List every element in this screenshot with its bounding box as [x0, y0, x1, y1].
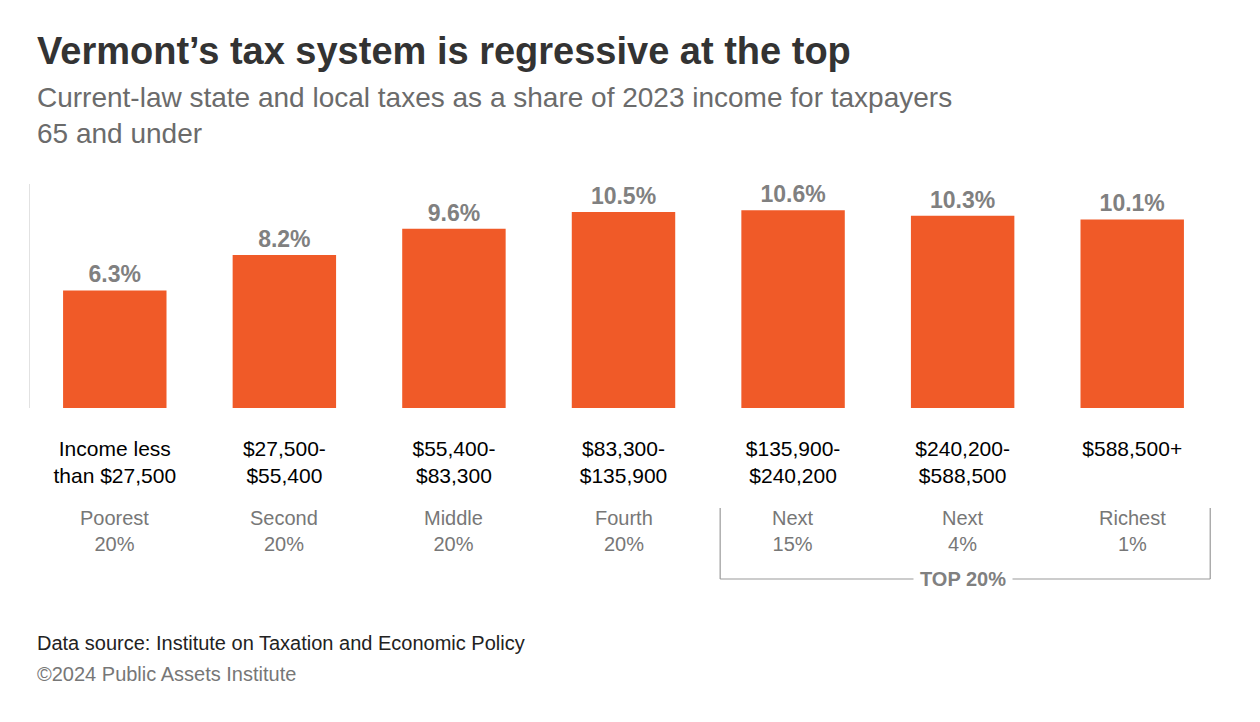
svg-text:10.1%: 10.1% — [1100, 190, 1165, 216]
svg-text:Second20%: Second20% — [250, 507, 318, 555]
svg-text:9.6%: 9.6% — [428, 200, 480, 226]
svg-text:$27,500-$55,400: $27,500-$55,400 — [243, 437, 326, 487]
svg-text:Middle20%: Middle20% — [424, 507, 483, 555]
svg-text:Richest1%: Richest1% — [1099, 507, 1166, 555]
svg-text:Current-law state and local ta: Current-law state and local taxes as a s… — [37, 82, 952, 149]
svg-text:Income lessthan $27,500: Income lessthan $27,500 — [53, 437, 176, 487]
svg-text:$135,900-$240,200: $135,900-$240,200 — [746, 437, 841, 487]
svg-text:Poorest20%: Poorest20% — [80, 507, 149, 555]
svg-text:TOP 20%: TOP 20% — [920, 568, 1006, 590]
svg-text:$588,500+: $588,500+ — [1082, 437, 1182, 460]
svg-text:$240,200-$588,500: $240,200-$588,500 — [915, 437, 1010, 487]
svg-text:Fourth20%: Fourth20% — [595, 507, 653, 555]
svg-text:Data source: Institute on Taxa: Data source: Institute on Taxation and E… — [37, 632, 525, 654]
svg-text:10.6%: 10.6% — [760, 181, 825, 207]
svg-text:Vermont’s tax system is regres: Vermont’s tax system is regressive at th… — [37, 30, 851, 72]
svg-text:8.2%: 8.2% — [258, 226, 310, 252]
svg-text:10.3%: 10.3% — [930, 187, 995, 213]
svg-text:6.3%: 6.3% — [89, 261, 141, 287]
svg-text:©2024 Public Assets Institute: ©2024 Public Assets Institute — [37, 663, 296, 685]
svg-text:Next15%: Next15% — [772, 507, 814, 555]
svg-text:$83,300-$135,900: $83,300-$135,900 — [580, 437, 668, 487]
svg-text:10.5%: 10.5% — [591, 183, 656, 209]
svg-text:$55,400-$83,300: $55,400-$83,300 — [412, 437, 495, 487]
svg-text:Next4%: Next4% — [942, 507, 984, 555]
